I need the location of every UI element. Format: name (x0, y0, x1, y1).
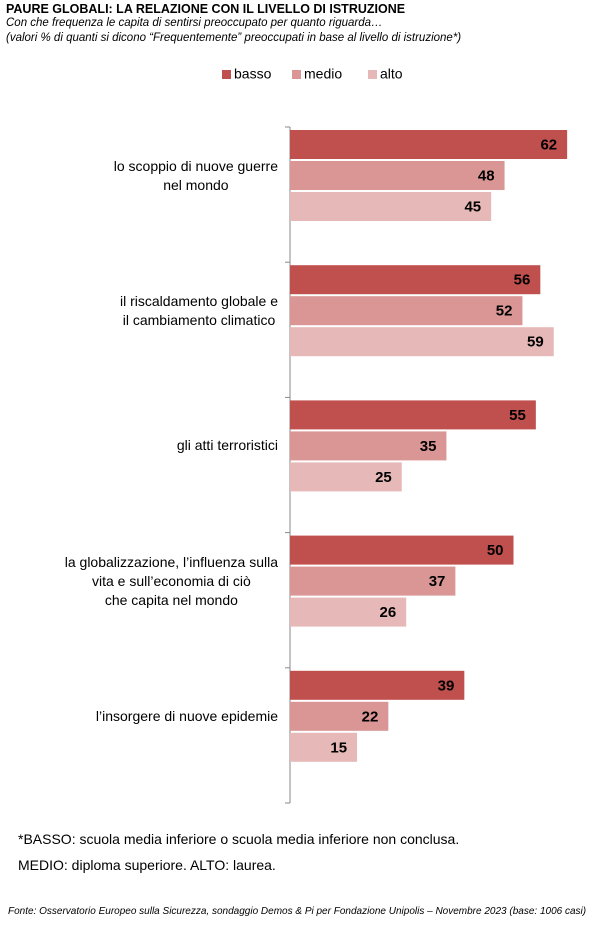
value-label: 56 (514, 272, 531, 289)
category-text: l’insorgere di nuove epidemie (95, 707, 278, 724)
bar (290, 296, 523, 326)
value-label: 25 (375, 469, 392, 486)
bar (290, 265, 541, 295)
value-label: 39 (438, 677, 455, 694)
bar (290, 535, 514, 565)
legend-label: basso (234, 66, 272, 82)
legend-swatch (368, 70, 377, 79)
category-label: il riscaldamento globale e il cambiament… (0, 292, 278, 330)
category-text: il riscaldamento globale e il cambiament… (120, 292, 278, 328)
bar (290, 732, 358, 762)
value-label: 15 (330, 739, 347, 756)
value-label: 45 (464, 198, 481, 215)
bar (290, 597, 407, 627)
category-label: gli atti terroristici (0, 436, 278, 455)
bar (290, 130, 568, 159)
value-label: 50 (487, 542, 504, 559)
bar (290, 161, 505, 190)
value-label: 52 (496, 303, 513, 320)
bar (290, 670, 465, 700)
bar (290, 701, 389, 731)
value-label: 37 (429, 573, 446, 590)
category-label: lo scoppio di nuove guerre nel mondo (0, 157, 278, 195)
value-label: 55 (509, 407, 526, 424)
bar (290, 327, 554, 357)
legend-label: medio (304, 66, 342, 82)
category-label: l’insorgere di nuove epidemie (0, 707, 278, 726)
bar (290, 462, 402, 492)
legend-label: alto (380, 66, 403, 82)
value-label: 26 (380, 604, 397, 621)
footnote: *BASSO: scuola media inferiore o scuola … (18, 831, 460, 847)
bar (290, 566, 456, 596)
value-label: 35 (420, 438, 437, 455)
bar (290, 400, 536, 430)
source: Fonte: Osservatorio Europeo sulla Sicure… (8, 906, 587, 917)
category-text: gli atti terroristici (176, 437, 278, 454)
category-text: lo scoppio di nuove guerre nel mondo (113, 157, 278, 193)
value-label: 22 (362, 708, 379, 725)
category-label: la globalizzazione, l’influenza sulla vi… (0, 553, 278, 610)
value-label: 48 (478, 167, 495, 184)
bar (290, 431, 447, 461)
legend-swatch (222, 70, 231, 79)
category-text: la globalizzazione, l’influenza sulla vi… (64, 553, 278, 608)
bar (290, 192, 492, 221)
chart-subtitle: Con che frequenza le capita di sentirsi … (6, 17, 383, 29)
footnote: MEDIO: diploma superiore. ALTO: laurea. (18, 857, 276, 873)
legend-swatch (292, 70, 301, 79)
chart-subtitle: (valori % di quanti si dicono “Frequente… (6, 32, 462, 44)
value-label: 62 (540, 136, 557, 153)
value-label: 59 (527, 334, 544, 351)
chart-title: PAURE GLOBALI: LA RELAZIONE CON IL LIVEL… (6, 2, 406, 16)
